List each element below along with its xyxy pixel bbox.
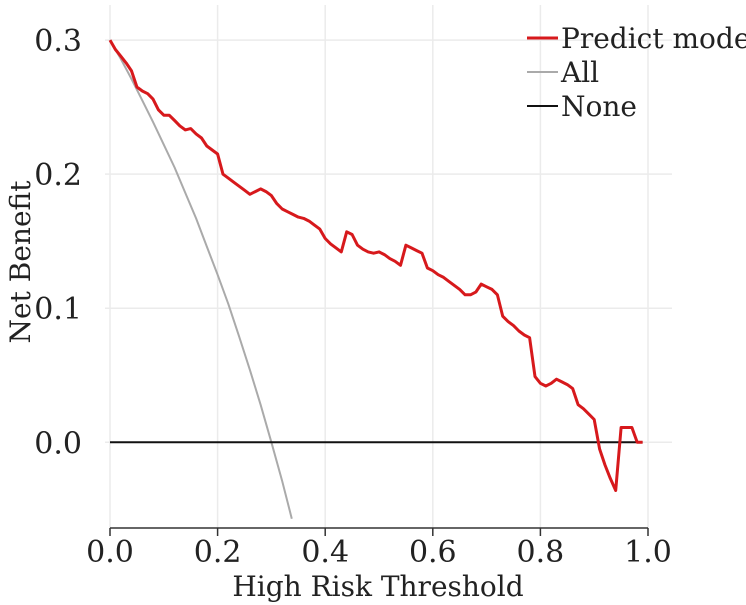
x-axis-title: High Risk Threshold	[232, 570, 523, 603]
series-line-predict-model	[108, 39, 643, 492]
series-line-all	[109, 39, 293, 519]
x-tick-label: 0.6	[409, 535, 457, 570]
y-tick-label: 0.2	[34, 158, 82, 193]
x-tick-label: 0.2	[194, 535, 242, 570]
x-tick-label: 1.0	[624, 535, 672, 570]
legend-label: All	[560, 56, 599, 89]
x-tick-label: 0.0	[86, 535, 134, 570]
x-tick-label: 0.8	[517, 535, 565, 570]
y-tick-label: 0.0	[34, 426, 82, 461]
y-tick-label: 0.3	[34, 24, 82, 59]
x-tick-label: 0.4	[301, 535, 349, 570]
legend-label: Predict model	[561, 22, 746, 55]
series-group	[108, 39, 643, 519]
x-ticks: 0.0 0.2 0.4 0.6 0.8 1.0	[86, 528, 672, 570]
legend-label: None	[561, 90, 637, 123]
y-axis-title: Net Benefit	[4, 180, 37, 344]
y-ticks: 0.0 0.1 0.2 0.3	[34, 24, 82, 461]
y-tick-label: 0.1	[34, 292, 82, 327]
